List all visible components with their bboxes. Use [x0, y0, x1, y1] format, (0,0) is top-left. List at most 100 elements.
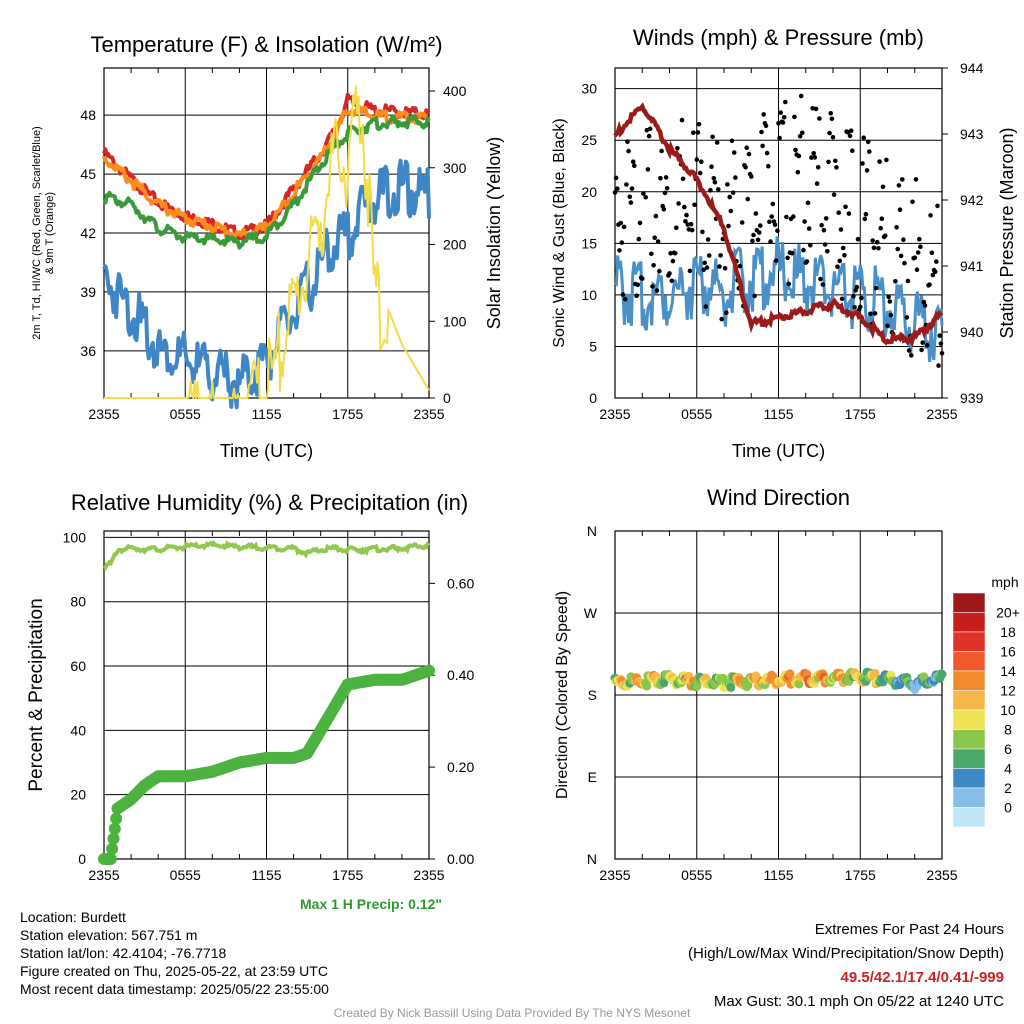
- gust-point: [688, 221, 694, 227]
- gust-point: [668, 251, 673, 256]
- gust-point: [718, 253, 723, 258]
- precip-point: [110, 812, 123, 825]
- colorbar-swatch: [952, 631, 986, 652]
- x-tick-label: 0555: [170, 406, 201, 422]
- direction-point: [726, 682, 736, 692]
- gust-point: [654, 288, 660, 293]
- gust-point: [636, 236, 642, 242]
- y-tick-label: 25: [581, 132, 597, 148]
- y-right-tick-label: 0.00: [447, 851, 474, 867]
- gust-point: [729, 138, 735, 144]
- elevation-text: Station elevation: 567.751 m: [20, 927, 198, 943]
- gust-point: [817, 116, 822, 121]
- gust-point: [792, 114, 797, 120]
- direction-point: [642, 681, 652, 691]
- gust-point: [811, 151, 816, 156]
- gust-point: [769, 214, 774, 219]
- gust-point: [763, 123, 769, 128]
- colorbar-label: 20+: [996, 605, 1020, 621]
- gust-point: [913, 177, 919, 182]
- gust-point: [641, 191, 646, 196]
- gust-point: [760, 143, 765, 149]
- colorbar-swatch: [952, 612, 986, 633]
- y-tick-label: 48: [80, 107, 96, 123]
- gust-point: [924, 342, 930, 348]
- gust-point: [902, 260, 907, 266]
- y-tick-label: 45: [80, 166, 96, 182]
- gust-point: [919, 347, 924, 353]
- gust-point: [932, 269, 938, 275]
- y-tick-label: 39: [80, 284, 96, 300]
- gust-point: [618, 220, 623, 226]
- gust-point: [819, 222, 824, 228]
- colorbar-label: 10: [1000, 702, 1016, 718]
- gust-point: [731, 150, 737, 155]
- gust-point: [659, 148, 664, 154]
- y-axis-label: 2m T, Td, HI/WC (Red, Green, Scarlet/Blu…: [31, 126, 43, 340]
- gust-point: [727, 194, 732, 200]
- y-right-tick-label: 300: [443, 160, 467, 176]
- gust-point: [761, 112, 766, 117]
- gust-point: [847, 133, 853, 139]
- gust-point: [647, 126, 653, 132]
- gust-point: [746, 151, 752, 157]
- y-right-tick-label: 0.20: [447, 759, 474, 775]
- y-right-tick-label: 0: [443, 390, 451, 406]
- gust-point: [621, 224, 627, 230]
- y-tick-label: E: [588, 769, 597, 785]
- gust-point: [783, 99, 788, 105]
- gust-point: [716, 187, 721, 192]
- x-tick-label: 1155: [251, 867, 281, 883]
- gust-point: [777, 135, 782, 141]
- gust-point: [860, 161, 865, 166]
- gust-point: [745, 196, 751, 202]
- gust-point: [789, 250, 795, 256]
- colorbar-swatch: [952, 670, 986, 691]
- gust-point: [795, 169, 801, 175]
- colorbar-label: 18: [1000, 624, 1016, 640]
- gust-point: [905, 278, 911, 284]
- gust-point: [798, 93, 804, 99]
- x-tick-label: 2355: [926, 867, 957, 883]
- gust-point: [708, 188, 713, 193]
- gust-point: [645, 167, 651, 172]
- extremes-values: 49.5/42.1/17.4/0.41/-999: [840, 969, 1004, 986]
- y-tick-label: 40: [70, 722, 86, 738]
- precip-point: [108, 822, 121, 835]
- x-tick-label: 1155: [763, 867, 793, 883]
- y-right-tick-label: 200: [443, 237, 467, 253]
- location-text: Location: Burdett: [20, 909, 126, 925]
- gust-point: [848, 128, 854, 133]
- gust-point: [864, 168, 870, 173]
- chart-title: Temperature (F) & Insolation (W/m²): [90, 32, 442, 57]
- gust-point: [706, 253, 712, 258]
- gust-point: [939, 351, 945, 356]
- gust-point: [800, 130, 805, 136]
- direction-point: [794, 679, 804, 689]
- gust-point: [635, 282, 640, 288]
- x-axis-label: Time (UTC): [220, 441, 313, 461]
- gust-point: [667, 271, 672, 276]
- gust-point: [669, 278, 675, 284]
- gust-point: [696, 122, 702, 127]
- gust-point: [842, 252, 847, 258]
- direction-point: [937, 669, 947, 679]
- gust-point: [615, 186, 620, 191]
- gust-point: [625, 139, 630, 144]
- x-tick-label: 1755: [332, 406, 363, 422]
- gust-point: [805, 200, 811, 205]
- gust-point: [764, 150, 770, 156]
- gust-point: [814, 181, 820, 186]
- gust-point: [630, 159, 636, 164]
- gust-point: [637, 220, 643, 226]
- x-tick-label: 2355: [926, 406, 957, 422]
- gust-point: [917, 236, 922, 242]
- gust-point: [628, 200, 634, 205]
- gust-point: [834, 165, 839, 170]
- gust-point: [846, 211, 852, 216]
- x-tick-label: 2355: [413, 867, 444, 883]
- y-tick-label: W: [584, 605, 598, 621]
- y-tick-label: 100: [63, 529, 87, 545]
- y-tick-label: N: [587, 523, 597, 539]
- gust-point: [894, 225, 899, 230]
